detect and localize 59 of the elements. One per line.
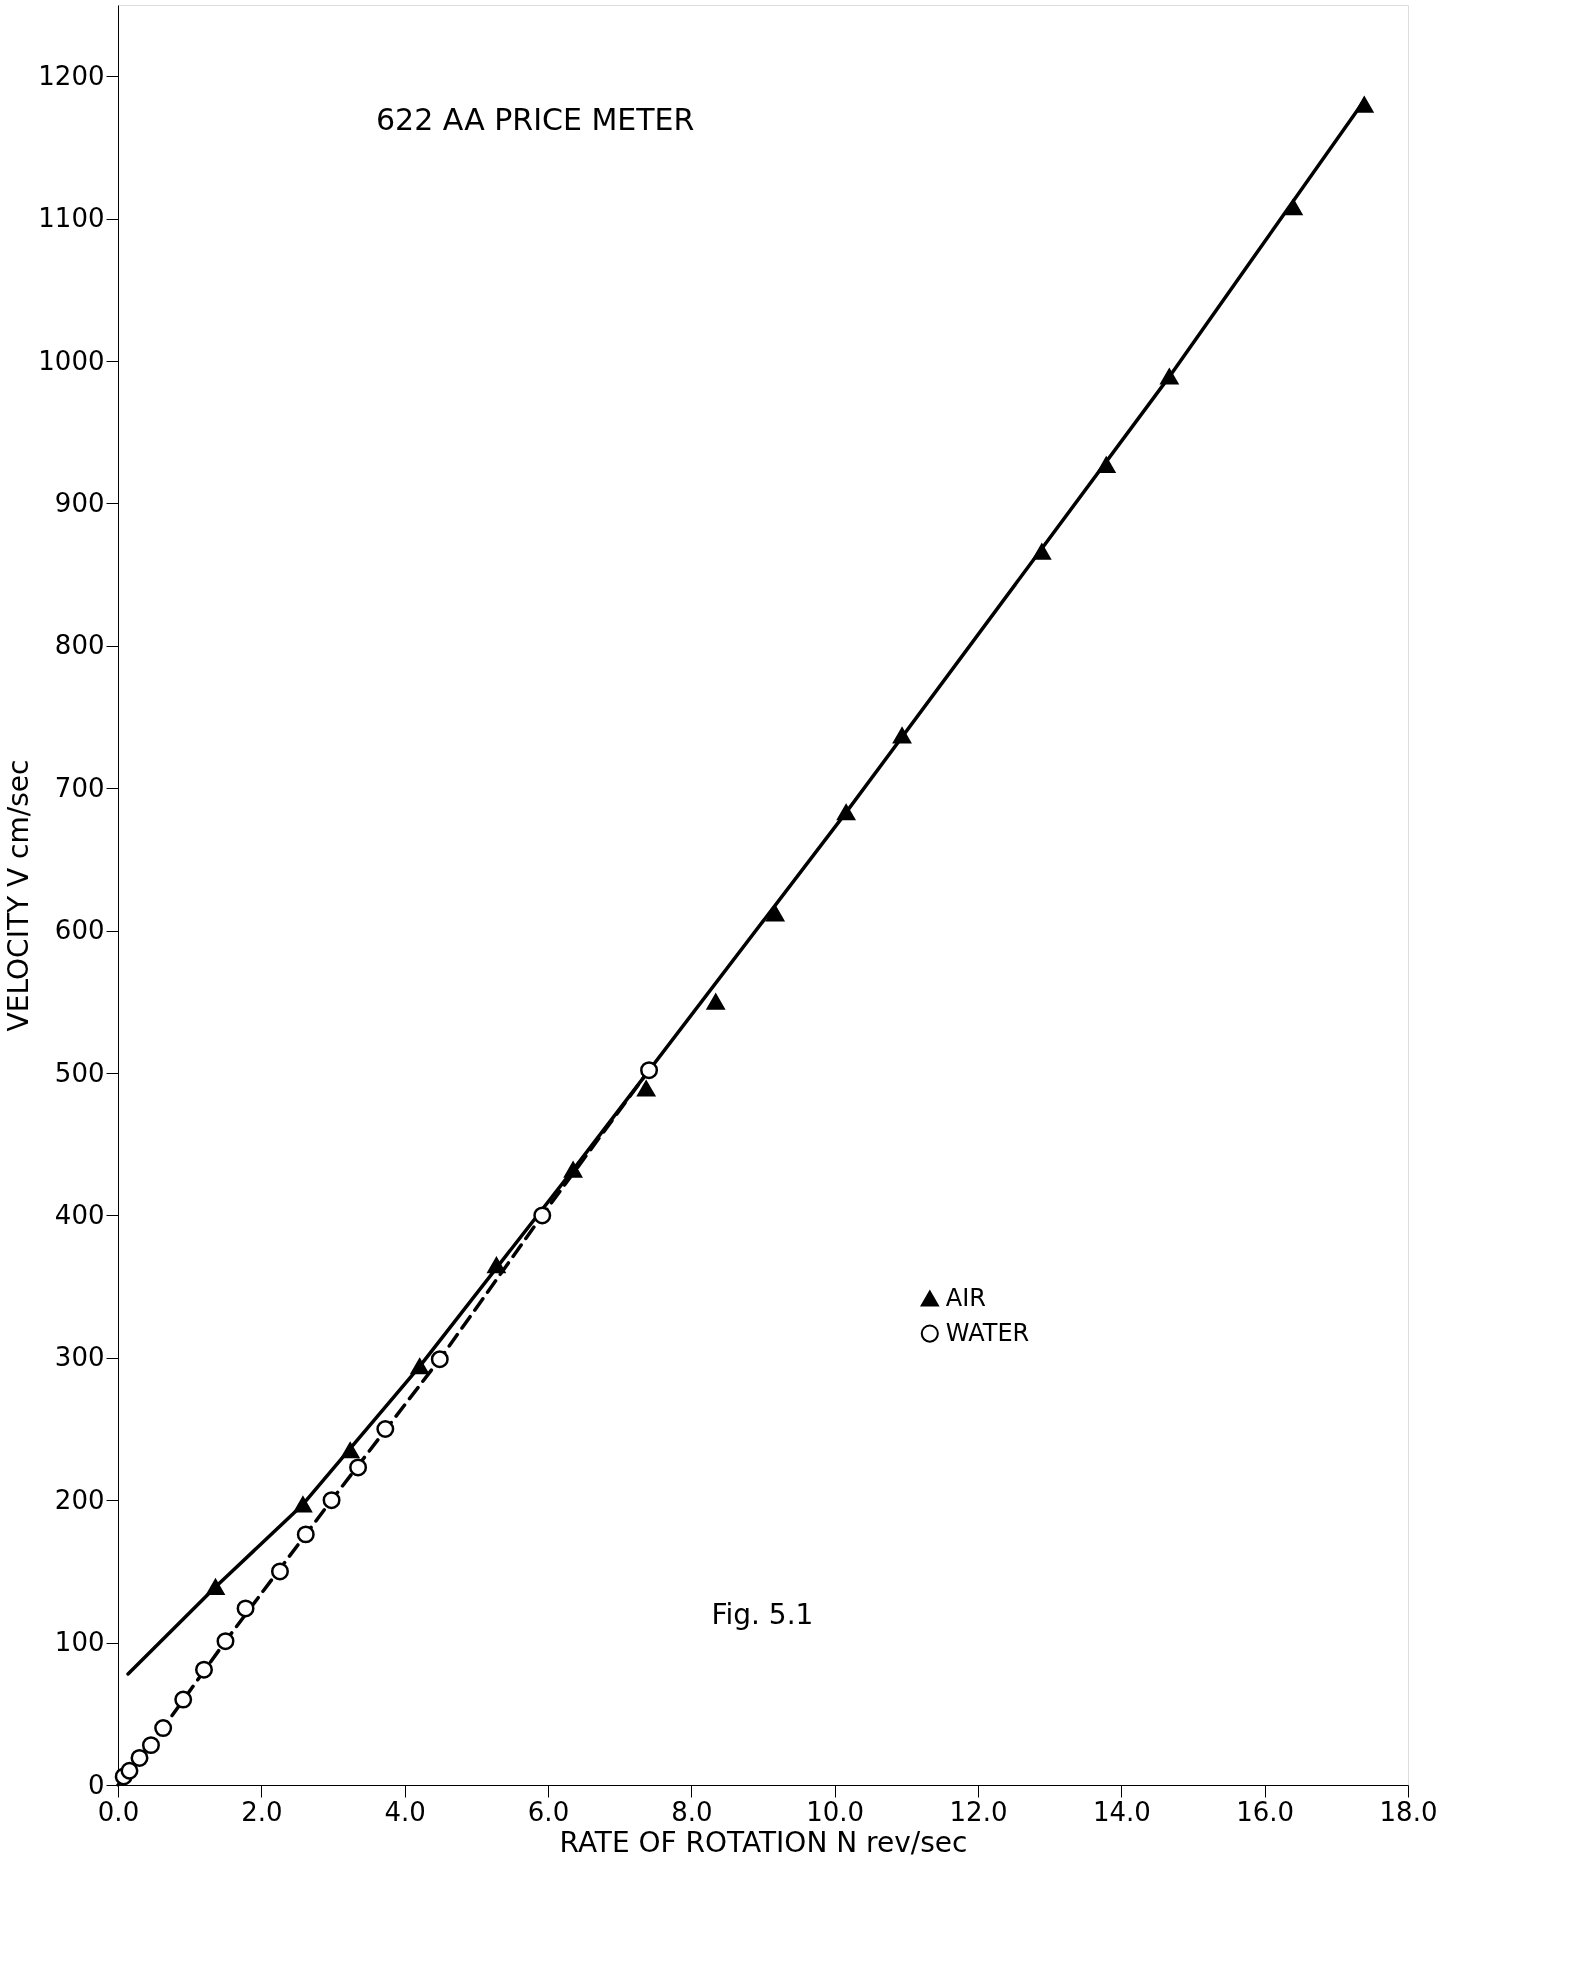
point [640,1061,659,1080]
point [236,1599,255,1618]
x-tick-label: 14.0 [1092,1796,1151,1827]
point [130,1748,149,1767]
x-tick-label: 4.0 [384,1796,426,1827]
point [564,1161,583,1178]
y-tick-label: 100 [54,1627,105,1658]
point [216,1632,235,1651]
y-tick-label: 700 [54,772,105,803]
point [637,1080,656,1097]
point [1032,543,1051,560]
point [296,1525,315,1544]
y-tick-label: 300 [54,1342,105,1373]
point [766,905,785,922]
point [174,1690,193,1709]
x-axis-title: RATE OF ROTATION N rev/sec [559,1825,968,1859]
y-tick-label: 900 [54,487,105,518]
point [706,993,725,1010]
point [120,1761,139,1780]
point [141,1736,160,1755]
y-tick-label: 500 [54,1057,105,1088]
x-tick-label: 8.0 [671,1796,713,1827]
point [270,1562,289,1581]
point [322,1491,341,1510]
y-tick-label: 800 [54,630,105,661]
point [154,1719,173,1738]
point [293,1496,312,1513]
y-tick-label: 1100 [38,203,105,234]
y-axis-title: VELOCITY V cm/sec [2,759,36,1032]
point [533,1206,552,1225]
x-tick-label: 6.0 [527,1796,570,1827]
y-tick-label: 400 [54,1199,105,1230]
annotation: Fig. 5.1 [711,1597,814,1631]
point [487,1257,506,1274]
x-tick-label: 16.0 [1236,1796,1295,1827]
point [195,1660,213,1679]
point [1355,96,1374,113]
point [206,1579,225,1596]
legend-label: WATER [945,1318,1030,1347]
x-tick-label: 18.0 [1379,1796,1438,1827]
y-tick-label: 200 [54,1484,105,1515]
x-tick-label: 12.0 [949,1796,1008,1827]
point [376,1420,395,1438]
point [341,1442,360,1459]
y-tick-label: 1200 [38,60,105,91]
x-tick-label: 10.0 [806,1796,865,1827]
point [893,727,912,744]
point [1097,456,1116,473]
legend-label: AIR [945,1283,986,1312]
y-tick-label: 1000 [38,345,105,376]
point [1284,199,1303,216]
point [410,1358,429,1375]
y-tick-label: 600 [54,915,105,946]
x-tick-label: 2.0 [241,1796,283,1827]
point [1160,368,1179,385]
point [837,804,856,821]
point [430,1350,449,1369]
text: 622 AA PRICE METER [376,101,695,137]
point [349,1458,368,1477]
